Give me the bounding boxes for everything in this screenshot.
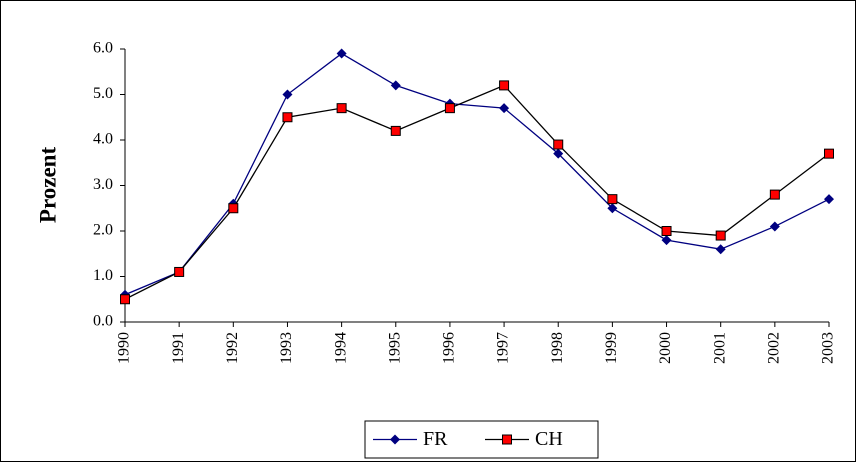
data-point	[715, 230, 726, 241]
legend-marker	[390, 434, 400, 445]
x-tick-label: 1994	[332, 332, 349, 364]
data-point	[661, 226, 672, 236]
data-point	[824, 148, 834, 159]
x-tick-label: 2003	[820, 332, 837, 364]
legend-label: FR	[423, 428, 448, 450]
y-tick-label: 0.0	[93, 313, 113, 330]
data-point	[282, 112, 293, 123]
data-point	[607, 203, 618, 214]
series-line	[124, 84, 830, 300]
y-tick-label: 2.0	[93, 222, 113, 239]
x-tick-label: 1999	[603, 332, 620, 364]
data-point	[390, 125, 401, 136]
x-tick-label: 2000	[657, 332, 674, 364]
legend-marker	[502, 434, 512, 445]
data-point	[661, 235, 672, 246]
x-tick-label: 2002	[766, 332, 783, 364]
data-point	[553, 148, 564, 159]
x-tick-label: 1991	[170, 332, 187, 364]
data-point	[499, 103, 510, 114]
data-point	[769, 189, 780, 200]
x-tick-label: 2001	[711, 332, 728, 364]
data-point	[336, 103, 347, 114]
y-tick-label: 3.0	[93, 176, 113, 193]
y-tick-label: 4.0	[93, 131, 113, 148]
x-tick-label: 1997	[495, 332, 512, 364]
x-tick-label: 1996	[441, 332, 458, 364]
data-point	[282, 89, 293, 100]
data-point	[444, 103, 455, 114]
data-point	[228, 203, 239, 214]
data-point	[499, 80, 510, 91]
data-point	[769, 221, 780, 232]
x-tick-label: 1993	[278, 332, 295, 364]
data-point	[824, 194, 834, 205]
x-tick-label: 1992	[224, 332, 241, 364]
data-point	[715, 244, 726, 255]
legend-label: CH	[535, 428, 563, 450]
x-tick-label: 1995	[386, 332, 403, 364]
data-point	[607, 194, 618, 205]
data-point	[174, 266, 185, 277]
y-tick-label: 1.0	[93, 267, 113, 284]
series-line	[124, 52, 830, 296]
y-axis-label: Prozent	[35, 147, 60, 224]
x-tick-label: 1998	[549, 332, 566, 364]
data-point	[390, 80, 401, 91]
x-tick-label: 1990	[116, 332, 133, 364]
y-tick-label: 5.0	[93, 85, 113, 102]
data-point	[120, 294, 130, 305]
data-point	[553, 139, 564, 150]
data-point	[336, 48, 347, 59]
y-tick-label: 6.0	[93, 40, 113, 57]
